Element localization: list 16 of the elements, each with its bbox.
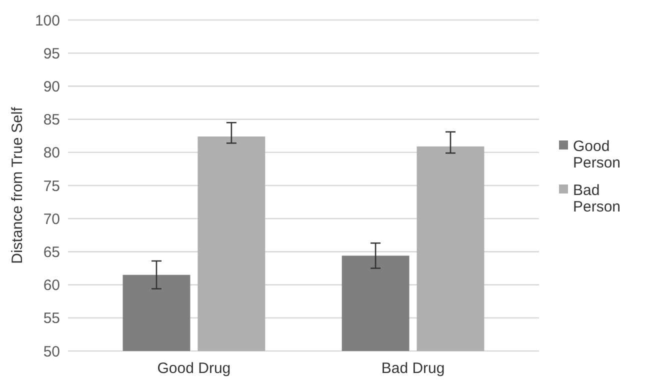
y-tick-label: 60 [43, 277, 60, 294]
y-tick-label: 80 [43, 144, 60, 162]
x-tick-label: Good Drug [157, 360, 231, 377]
y-tick-label: 70 [43, 210, 60, 228]
y-tick-label: 100 [34, 12, 60, 30]
y-tick-label: 85 [43, 112, 60, 129]
y-tick-label: 75 [43, 178, 60, 195]
legend-label: Good Person [573, 138, 621, 172]
y-tick-label: 65 [43, 244, 60, 261]
y-tick-label: 55 [43, 310, 60, 328]
y-tick-label: 90 [43, 78, 60, 96]
x-tick-label: Bad Drug [381, 360, 445, 377]
y-tick-label: 95 [43, 45, 60, 62]
y-axis-title: Distance from True Self [9, 106, 26, 264]
legend-label: Bad Person [573, 182, 621, 216]
y-tick-label: 50 [43, 343, 60, 360]
